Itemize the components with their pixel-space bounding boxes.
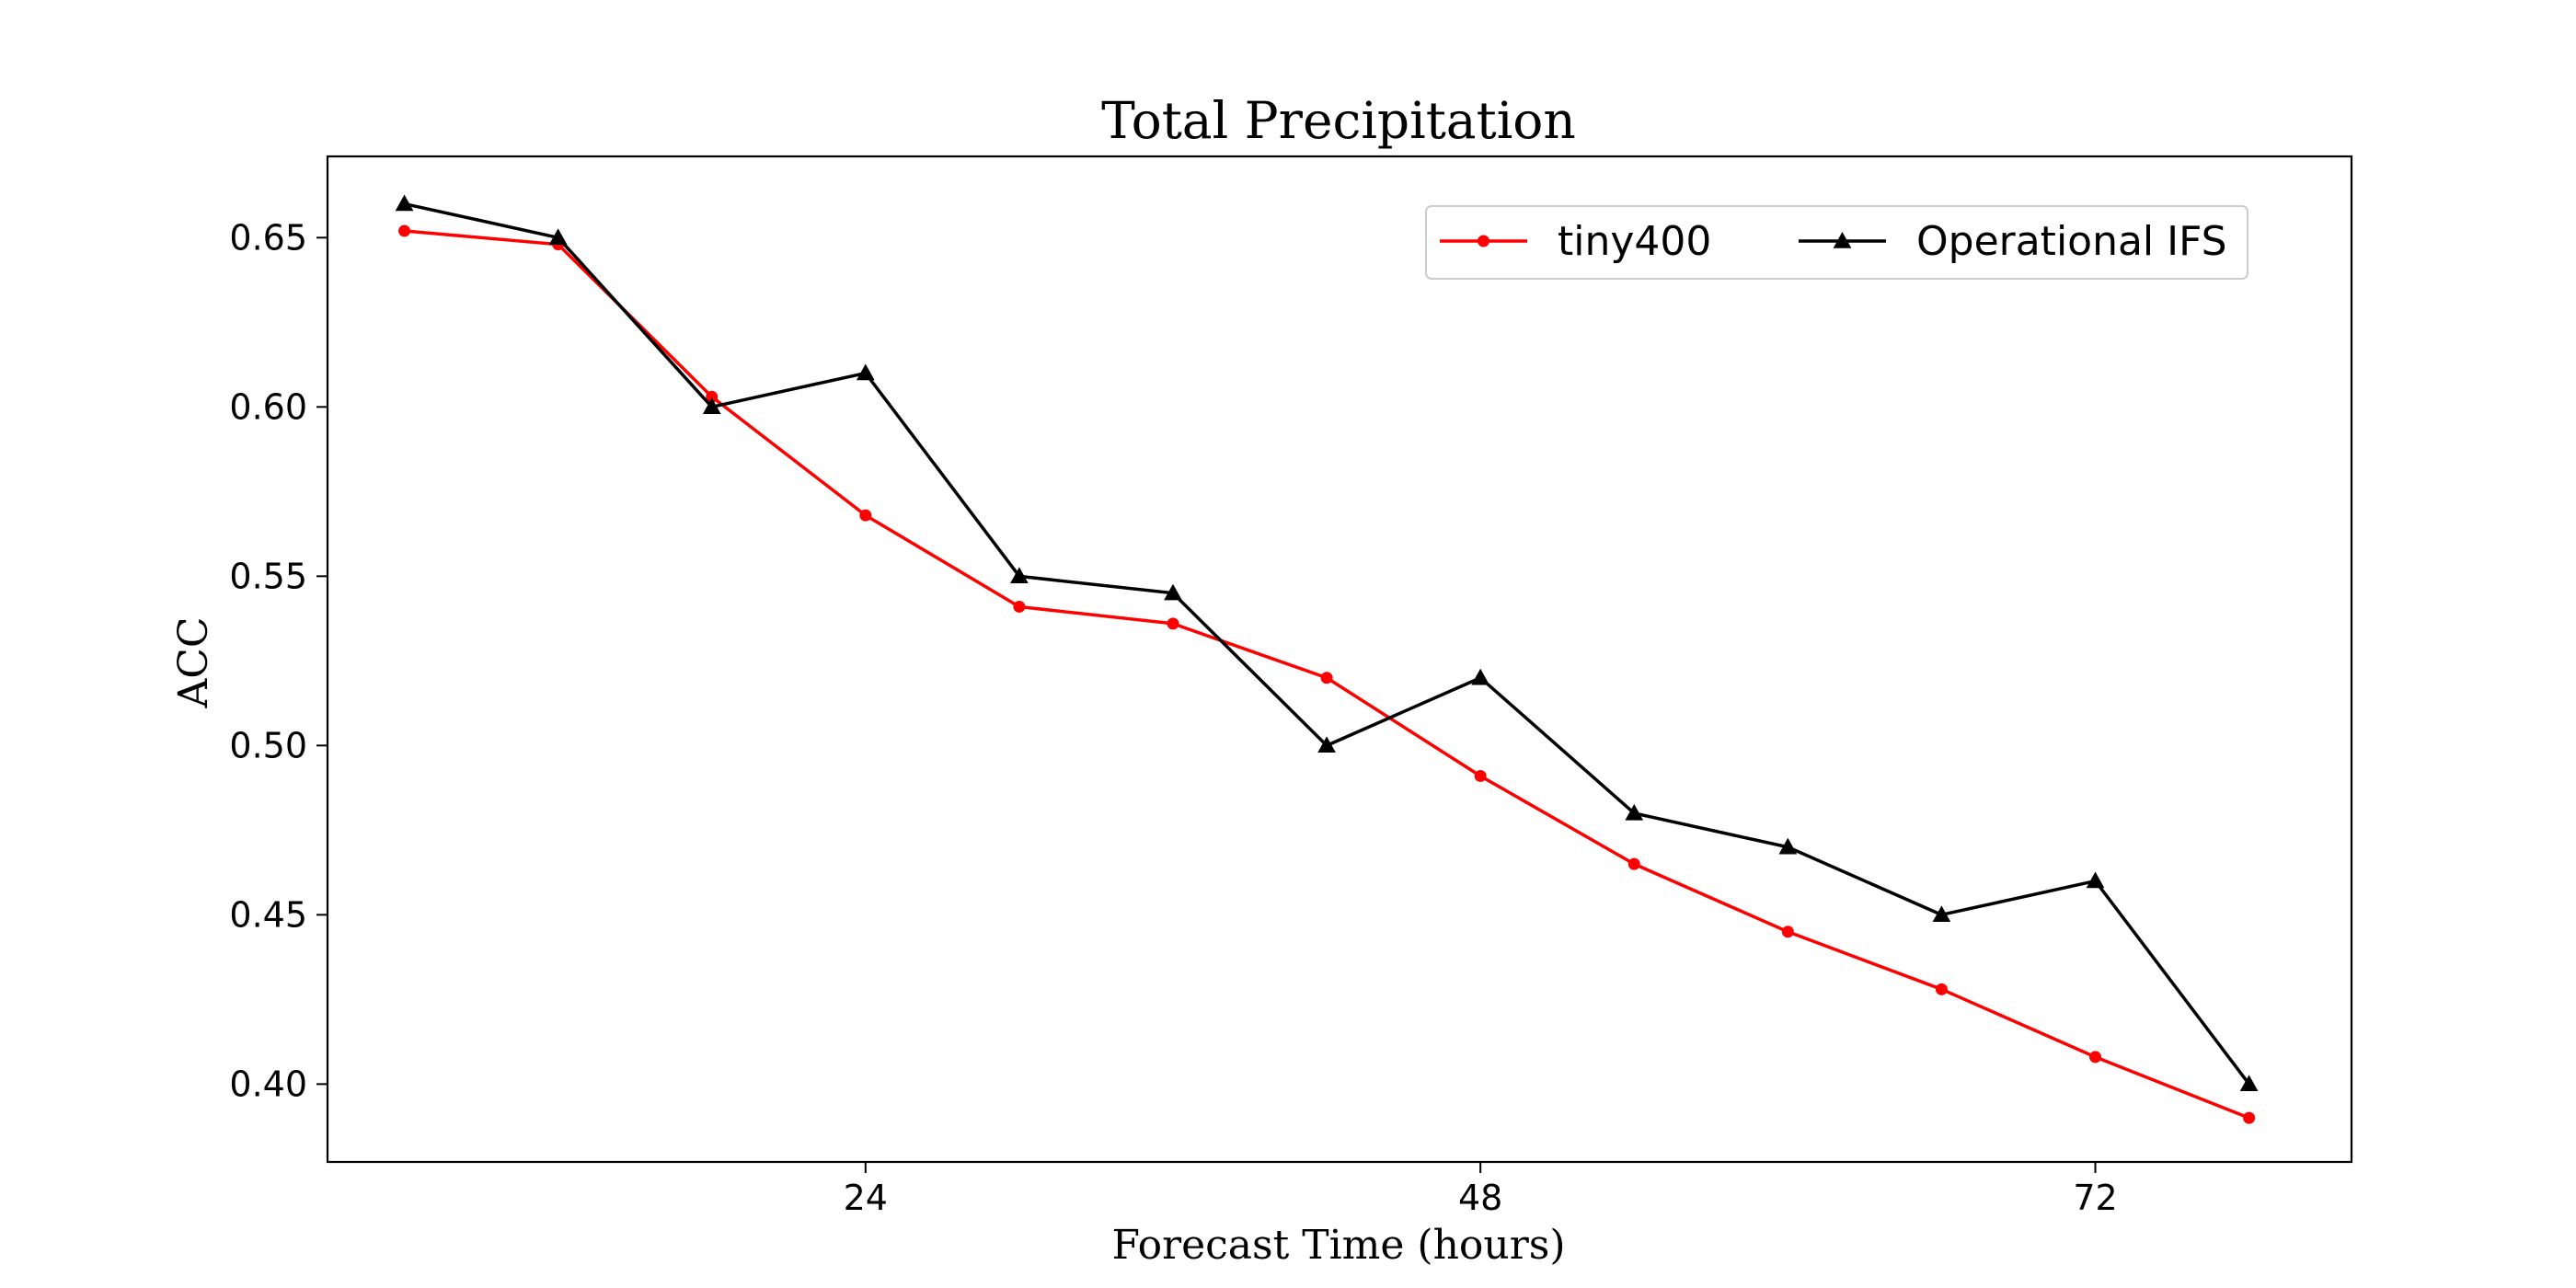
y-tick-label: 0.45: [229, 894, 307, 935]
data-point: [1935, 983, 1948, 995]
x-tick-label: 48: [1458, 1178, 1502, 1218]
y-axis-label: ACC: [170, 616, 217, 708]
legend-marker: [1833, 231, 1852, 248]
data-point: [1932, 905, 1951, 923]
data-point: [1778, 837, 1798, 855]
data-point: [395, 194, 414, 212]
series-operational-ifs: [395, 194, 2259, 1092]
x-axis-label: Forecast Time (hours): [1111, 1222, 1565, 1269]
data-point: [1627, 857, 1640, 870]
data-point: [1167, 617, 1179, 630]
plot-frame: [326, 155, 2353, 1164]
legend-label: tiny400: [1558, 218, 1711, 265]
y-tick-label: 0.65: [229, 217, 307, 258]
data-point: [398, 224, 411, 237]
data-point: [1320, 672, 1333, 684]
series-tiny400: [398, 224, 2256, 1124]
data-point: [1013, 600, 1026, 613]
y-tick-label: 0.50: [229, 725, 307, 765]
data-point: [1164, 583, 1182, 601]
plot-area: 24 48 72 0.40 0.45 0.50 0.55 0.60 0.65: [229, 194, 2259, 1218]
data-point: [1010, 567, 1029, 584]
data-point: [2089, 1051, 2102, 1064]
data-point: [548, 228, 568, 246]
data-point: [1474, 769, 1487, 782]
legend-marker: [1478, 235, 1489, 247]
data-point: [1471, 668, 1490, 685]
data-point: [1781, 926, 1794, 938]
data-point: [702, 397, 721, 415]
chart-title: Total Precipitation: [1101, 91, 1576, 150]
data-point: [859, 509, 872, 522]
x-tick-label: 24: [844, 1178, 888, 1218]
y-tick-label: 0.55: [229, 556, 307, 596]
data-point: [2239, 1075, 2259, 1092]
data-point: [2243, 1111, 2256, 1124]
data-point: [856, 363, 875, 381]
legend: tiny400 Operational IFS: [1425, 205, 2248, 280]
x-tick-label: 72: [2073, 1178, 2117, 1218]
data-point: [1317, 736, 1336, 753]
y-tick-label: 0.40: [229, 1064, 307, 1104]
data-point: [2086, 871, 2105, 889]
data-point: [1625, 803, 1644, 821]
legend-label: Operational IFS: [1916, 218, 2227, 265]
y-tick-label: 0.60: [229, 386, 307, 427]
